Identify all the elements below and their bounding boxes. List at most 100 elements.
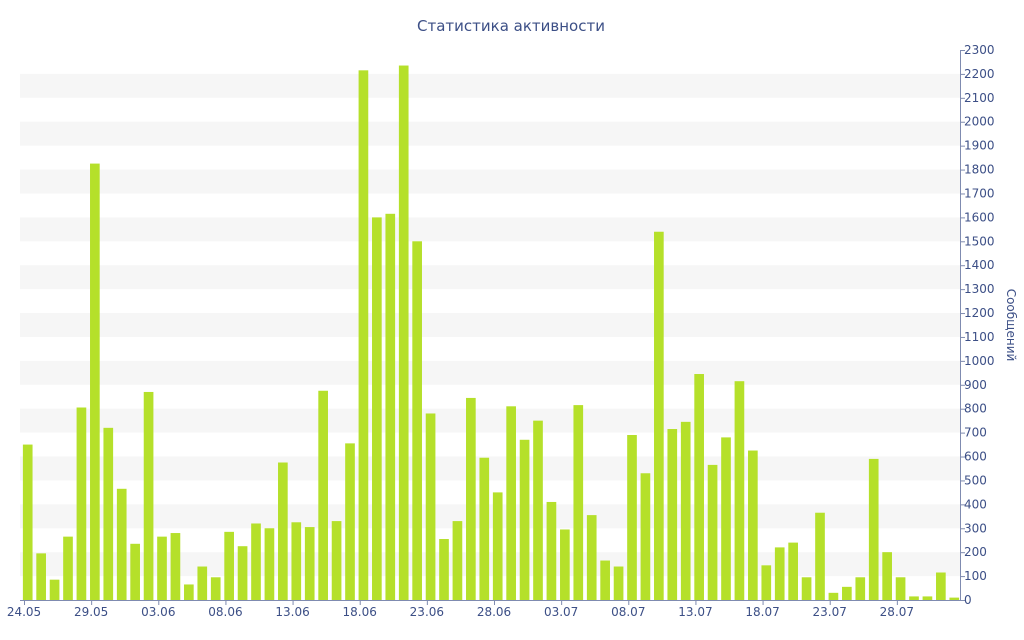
x-tick-label: 28.06 — [477, 605, 511, 619]
bar — [936, 572, 946, 600]
bar — [264, 528, 275, 600]
y-tick-label: 0 — [964, 593, 972, 607]
bar — [586, 515, 597, 600]
y-tick-label: 1600 — [964, 210, 995, 224]
bar — [358, 70, 369, 600]
y-tick-label: 1700 — [964, 186, 995, 200]
grid-band — [20, 313, 960, 337]
bar — [774, 547, 785, 600]
y-tick-label: 1500 — [964, 234, 995, 248]
y-tick-label: 1300 — [964, 282, 995, 296]
y-tick-label: 400 — [964, 497, 987, 511]
x-tick-label: 18.07 — [745, 605, 779, 619]
bar — [197, 566, 208, 600]
bar — [412, 241, 422, 601]
x-tick-label: 03.06 — [141, 605, 175, 619]
bar — [922, 596, 933, 600]
bar — [801, 577, 812, 600]
bar — [680, 421, 691, 600]
y-tick-label: 500 — [964, 473, 987, 487]
bar — [184, 584, 194, 600]
x-tick-label: 08.06 — [208, 605, 242, 619]
bar — [372, 217, 382, 600]
grid-band — [20, 73, 960, 98]
bar — [103, 427, 114, 600]
bar — [116, 488, 127, 600]
bar — [143, 391, 154, 600]
bar — [210, 577, 221, 600]
bar — [895, 577, 906, 600]
grid-band — [20, 121, 960, 146]
y-tick-label: 1000 — [964, 354, 995, 368]
axes: 0 100 200 300 400 500 600 700 800 900 1000 1100 1200… — [7, 43, 995, 619]
bar — [949, 597, 960, 600]
bar — [398, 65, 409, 601]
bar — [721, 437, 731, 600]
bar — [560, 529, 570, 600]
bar — [466, 397, 476, 600]
bar — [761, 565, 772, 600]
grid-band — [20, 169, 960, 194]
bar — [304, 527, 315, 600]
bar — [331, 521, 342, 600]
y-tick-label: 2100 — [964, 91, 995, 105]
bar — [452, 521, 463, 600]
bar — [49, 579, 60, 600]
y-tick-label: 2300 — [964, 43, 995, 57]
bar — [157, 536, 167, 600]
grid-band — [20, 408, 960, 433]
bar — [237, 546, 248, 600]
bar — [439, 539, 449, 600]
bar — [707, 464, 718, 600]
bar — [22, 444, 33, 600]
x-tick-label: 23.06 — [410, 605, 444, 619]
x-tick-label: 08.07 — [611, 605, 645, 619]
y-tick-label: 700 — [964, 426, 987, 440]
bar — [909, 596, 919, 600]
y-tick-label: 300 — [964, 521, 987, 535]
bar — [654, 231, 664, 601]
y-tick-label: 900 — [964, 378, 987, 392]
x-tick-label: 23.07 — [813, 605, 847, 619]
bar — [519, 439, 530, 600]
y-tick-label: 2200 — [964, 67, 995, 81]
x-tick-label: 18.06 — [343, 605, 377, 619]
bar — [613, 566, 624, 600]
y-tick-label: 800 — [964, 402, 987, 416]
y-tick-label: 600 — [964, 450, 987, 464]
bar — [748, 450, 758, 600]
bar — [291, 522, 302, 600]
bar — [90, 163, 100, 600]
bar — [76, 407, 87, 600]
bar — [855, 577, 866, 600]
x-tick-label: 28.07 — [880, 605, 914, 619]
bar — [251, 523, 261, 600]
bar — [385, 213, 396, 601]
y-tick-label: 1900 — [964, 139, 995, 153]
y-tick-label: 2000 — [964, 115, 995, 129]
grid-band — [20, 360, 960, 385]
bar — [882, 552, 892, 600]
bar — [546, 501, 557, 600]
chart-title: Статистика активности — [417, 17, 605, 35]
bar — [788, 542, 798, 600]
bar — [667, 429, 678, 600]
bar — [345, 443, 355, 600]
y-tick-label: 1400 — [964, 258, 995, 272]
x-tick-label: 24.05 — [7, 605, 41, 619]
bar — [694, 374, 704, 600]
bar — [278, 462, 288, 600]
bar — [815, 512, 825, 600]
bar — [63, 536, 73, 600]
bar — [130, 543, 140, 600]
bar — [627, 435, 637, 600]
bar — [170, 533, 181, 600]
x-tick-label: 29.05 — [74, 605, 108, 619]
grid-bands — [20, 73, 960, 577]
x-tick-label: 03.07 — [544, 605, 578, 619]
bar — [506, 406, 516, 600]
bar — [479, 457, 490, 600]
bar — [868, 458, 879, 600]
bar — [318, 390, 328, 600]
